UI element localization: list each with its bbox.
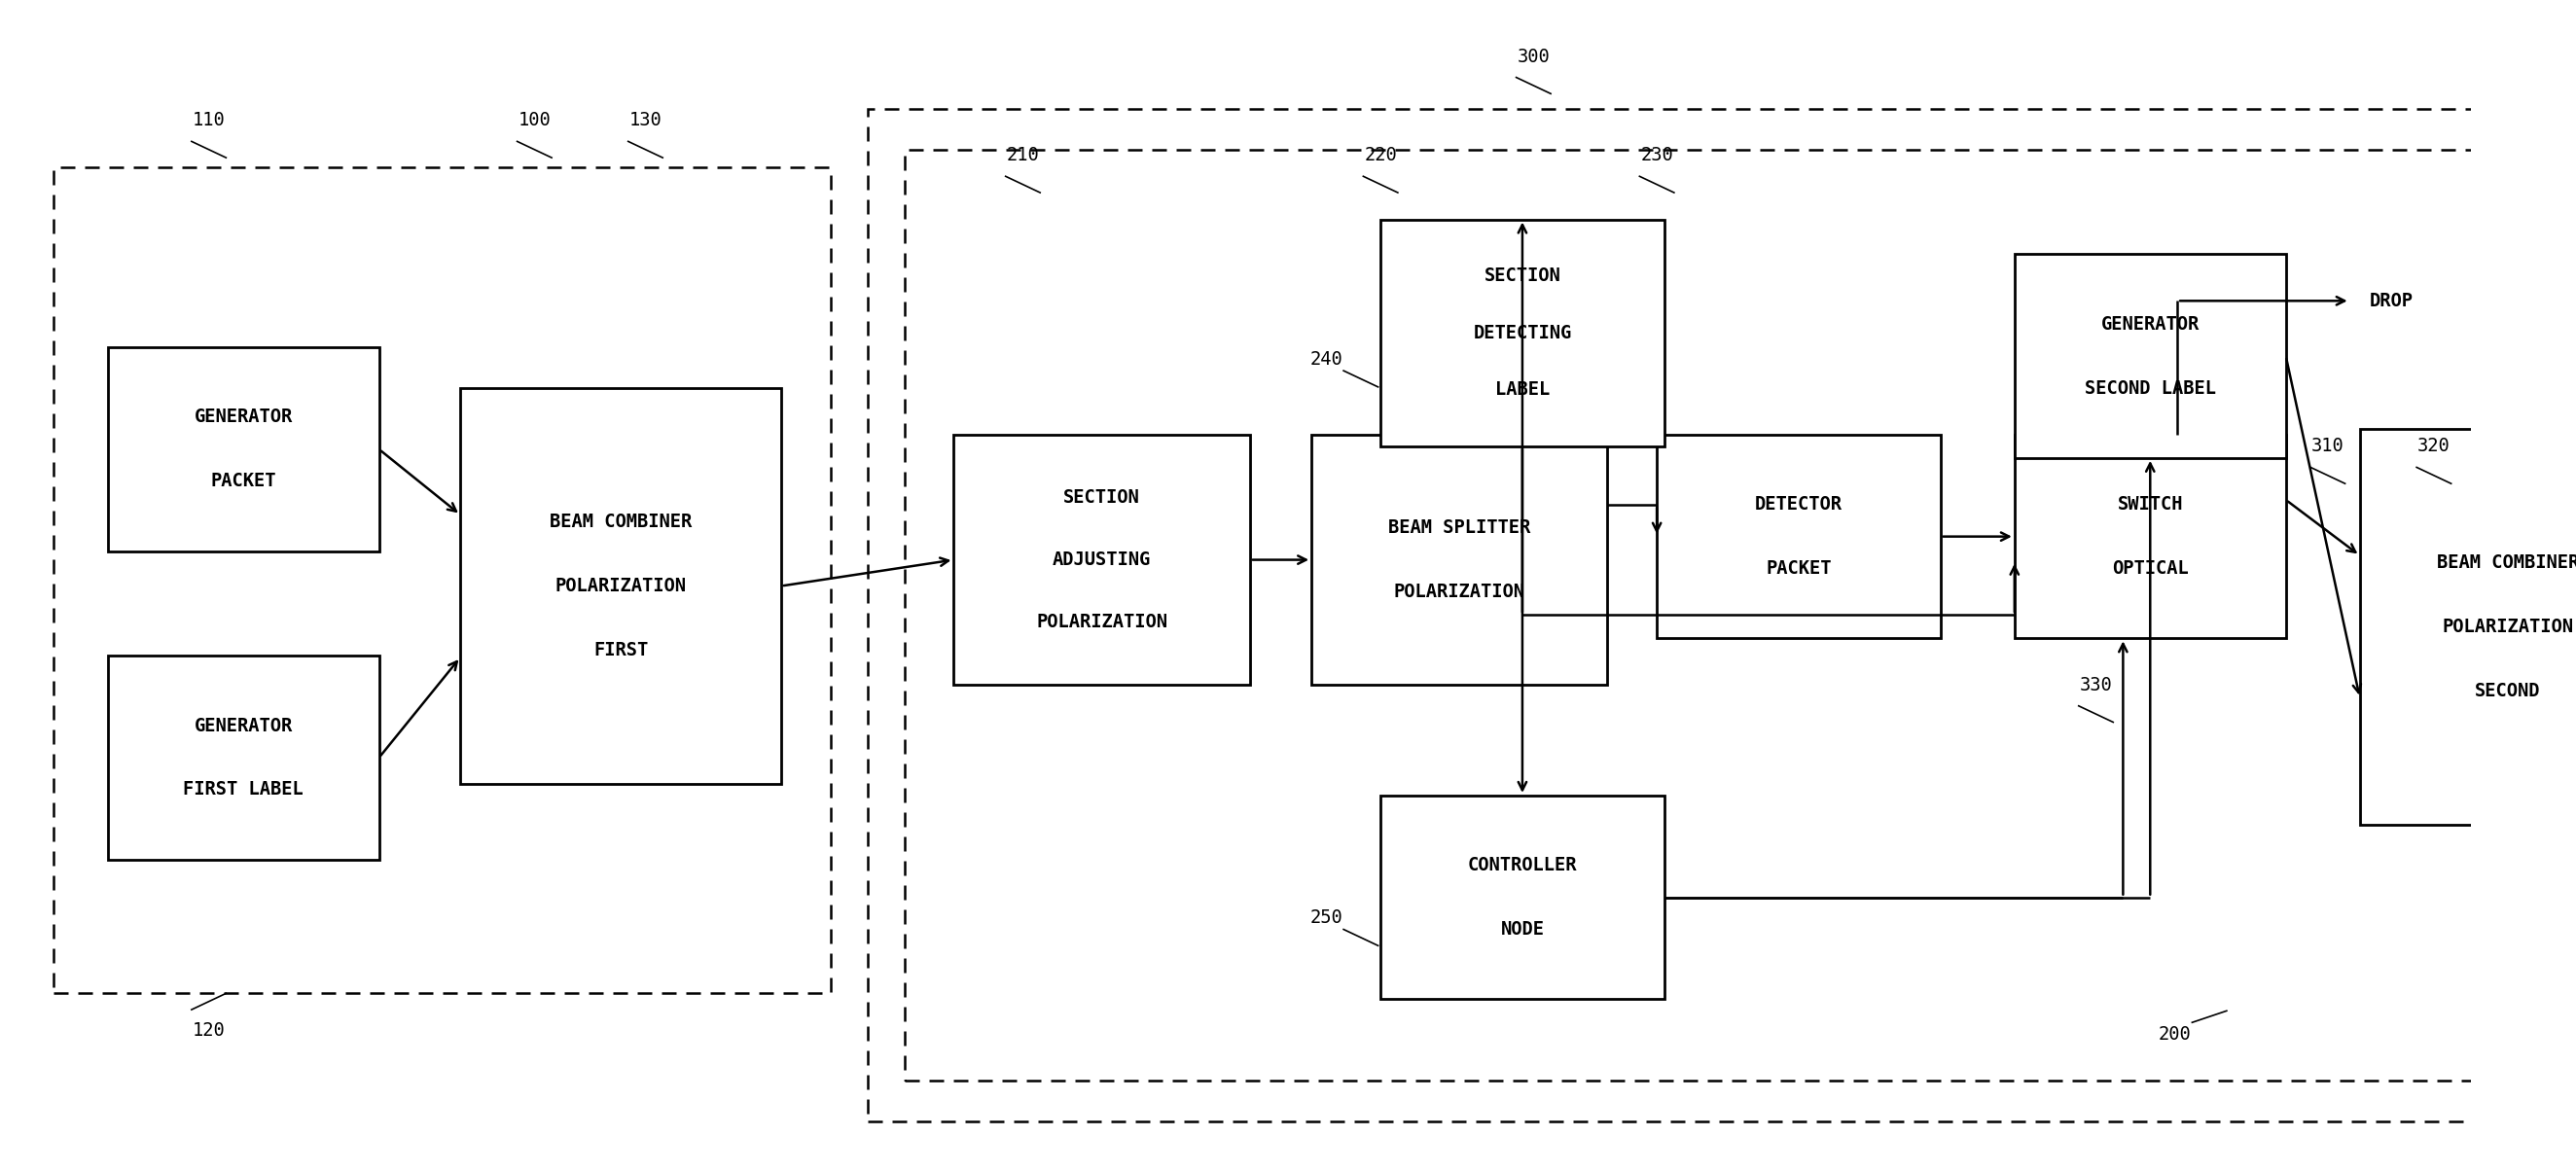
Text: POLARIZATION: POLARIZATION xyxy=(554,577,685,595)
Text: BEAM COMBINER: BEAM COMBINER xyxy=(549,512,693,531)
Text: CONTROLLER: CONTROLLER xyxy=(1468,856,1577,874)
Bar xyxy=(1311,435,1607,684)
Text: 330: 330 xyxy=(2079,676,2112,694)
Text: GENERATOR: GENERATOR xyxy=(193,716,294,735)
Text: 250: 250 xyxy=(1309,908,1342,927)
Text: 310: 310 xyxy=(2311,437,2344,456)
Text: PACKET: PACKET xyxy=(211,472,276,491)
Bar xyxy=(2014,254,2285,458)
Bar xyxy=(108,347,379,551)
Text: SECOND LABEL: SECOND LABEL xyxy=(2084,379,2215,397)
Text: 210: 210 xyxy=(1007,146,1038,164)
Bar xyxy=(1656,435,1940,639)
Text: ADJUSTING: ADJUSTING xyxy=(1054,551,1151,570)
Text: POLARIZATION: POLARIZATION xyxy=(1394,582,1525,601)
Text: 220: 220 xyxy=(1365,146,1396,164)
Text: SECTION: SECTION xyxy=(1484,267,1561,285)
Text: 120: 120 xyxy=(193,1021,224,1040)
Bar xyxy=(904,150,2576,1081)
Bar xyxy=(54,166,829,994)
Text: NODE: NODE xyxy=(1499,920,1543,939)
Text: 240: 240 xyxy=(1309,349,1342,368)
Text: 110: 110 xyxy=(193,111,224,130)
Text: PACKET: PACKET xyxy=(1765,559,1832,578)
Text: SECTION: SECTION xyxy=(1064,488,1141,506)
Text: DETECTOR: DETECTOR xyxy=(1754,496,1842,513)
Text: BEAM SPLITTER: BEAM SPLITTER xyxy=(1388,518,1530,537)
Text: DETECTING: DETECTING xyxy=(1473,323,1571,342)
Bar xyxy=(2014,435,2285,639)
Text: 300: 300 xyxy=(1517,47,1551,66)
Text: FIRST LABEL: FIRST LABEL xyxy=(183,781,304,799)
Bar xyxy=(2360,429,2576,825)
Text: SECOND: SECOND xyxy=(2476,681,2540,700)
Bar xyxy=(953,435,1249,684)
Text: 200: 200 xyxy=(2159,1024,2192,1043)
Bar xyxy=(108,656,379,859)
Bar xyxy=(1381,219,1664,447)
Text: BEAM COMBINER: BEAM COMBINER xyxy=(2437,553,2576,572)
Text: FIRST: FIRST xyxy=(592,641,649,660)
Text: SWITCH: SWITCH xyxy=(2117,496,2182,513)
Text: GENERATOR: GENERATOR xyxy=(193,408,294,427)
Bar xyxy=(1381,796,1664,1000)
Text: OPTICAL: OPTICAL xyxy=(2112,559,2190,578)
Text: DROP: DROP xyxy=(2370,292,2414,311)
Text: LABEL: LABEL xyxy=(1494,381,1551,398)
Text: GENERATOR: GENERATOR xyxy=(2102,315,2200,333)
Text: 130: 130 xyxy=(629,111,662,130)
Text: 320: 320 xyxy=(2416,437,2450,456)
Bar xyxy=(868,109,2576,1122)
Text: POLARIZATION: POLARIZATION xyxy=(1036,613,1167,632)
Text: POLARIZATION: POLARIZATION xyxy=(2442,618,2573,636)
Text: 230: 230 xyxy=(1641,146,1674,164)
Bar xyxy=(461,388,781,784)
Text: 100: 100 xyxy=(518,111,551,130)
